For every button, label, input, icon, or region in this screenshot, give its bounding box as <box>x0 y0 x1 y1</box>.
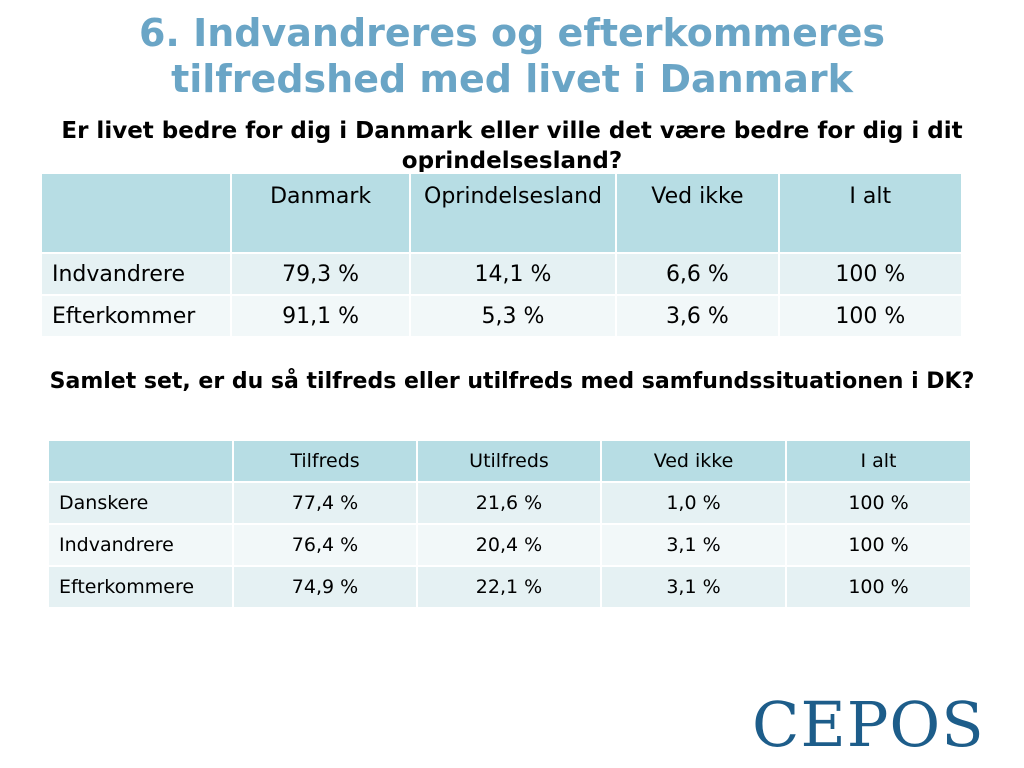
table-cell: 3,1 % <box>600 565 787 609</box>
table-cell: 91,1 % <box>230 294 411 338</box>
question-2-heading: Samlet set, er du så tilfreds eller util… <box>49 369 975 394</box>
table-row: Danskere 77,4 % 21,6 % 1,0 % 100 % <box>47 481 972 525</box>
table-cell: 100 % <box>785 523 972 567</box>
table-header-cell: I alt <box>777 172 964 254</box>
table-header-cell: I alt <box>785 439 972 483</box>
table-header-cell: Ved ikke <box>600 439 787 483</box>
table-header-cell: Ved ikke <box>615 172 780 254</box>
table-row: Indvandrere 79,3 % 14,1 % 6,6 % 100 % <box>39 252 964 296</box>
table-header-cell: Oprindelsesland <box>408 172 618 254</box>
table-header-row: Danmark Oprindelsesland Ved ikke I alt <box>39 172 964 254</box>
table-satisfaction: Tilfreds Utilfreds Ved ikke I alt Danske… <box>47 439 972 609</box>
question-1-heading: Er livet bedre for dig i Danmark eller v… <box>61 118 963 174</box>
row-label: Efterkommer <box>39 294 233 338</box>
table-cell: 14,1 % <box>408 252 618 296</box>
table-cell: 79,3 % <box>230 252 411 296</box>
table-header-cell: Danmark <box>230 172 411 254</box>
table-cell: 74,9 % <box>232 565 418 609</box>
table-cell: 22,1 % <box>416 565 602 609</box>
table-cell: 100 % <box>777 294 964 338</box>
table-cell: 21,6 % <box>416 481 602 525</box>
cepos-logo: CEPOS <box>752 688 985 761</box>
table-header-row: Tilfreds Utilfreds Ved ikke I alt <box>47 439 972 483</box>
table-cell: 100 % <box>785 481 972 525</box>
table-cell: 100 % <box>785 565 972 609</box>
table-cell: 3,6 % <box>615 294 780 338</box>
row-label: Danskere <box>47 481 234 525</box>
table-header-cell <box>47 439 234 483</box>
table-row: Efterkommer 91,1 % 5,3 % 3,6 % 100 % <box>39 294 964 338</box>
row-label: Efterkommere <box>47 565 234 609</box>
slide-title: 6. Indvandreres og efterkommeres tilfred… <box>0 10 1024 102</box>
slide-title-line2: tilfredshed med livet i Danmark <box>171 57 853 101</box>
slide-title-line1: 6. Indvandreres og efterkommeres <box>138 11 885 55</box>
table-cell: 6,6 % <box>615 252 780 296</box>
table-cell: 77,4 % <box>232 481 418 525</box>
table-cell: 100 % <box>777 252 964 296</box>
table-life-comparison: Danmark Oprindelsesland Ved ikke I alt I… <box>39 172 964 338</box>
table-header-cell <box>39 172 233 254</box>
row-label: Indvandrere <box>47 523 234 567</box>
row-label: Indvandrere <box>39 252 233 296</box>
table-cell: 76,4 % <box>232 523 418 567</box>
table-row: Indvandrere 76,4 % 20,4 % 3,1 % 100 % <box>47 523 972 567</box>
table-cell: 1,0 % <box>600 481 787 525</box>
table-cell: 5,3 % <box>408 294 618 338</box>
table-header-cell: Tilfreds <box>232 439 418 483</box>
table-cell: 20,4 % <box>416 523 602 567</box>
table-cell: 3,1 % <box>600 523 787 567</box>
table-header-cell: Utilfreds <box>416 439 602 483</box>
table-row: Efterkommere 74,9 % 22,1 % 3,1 % 100 % <box>47 565 972 609</box>
